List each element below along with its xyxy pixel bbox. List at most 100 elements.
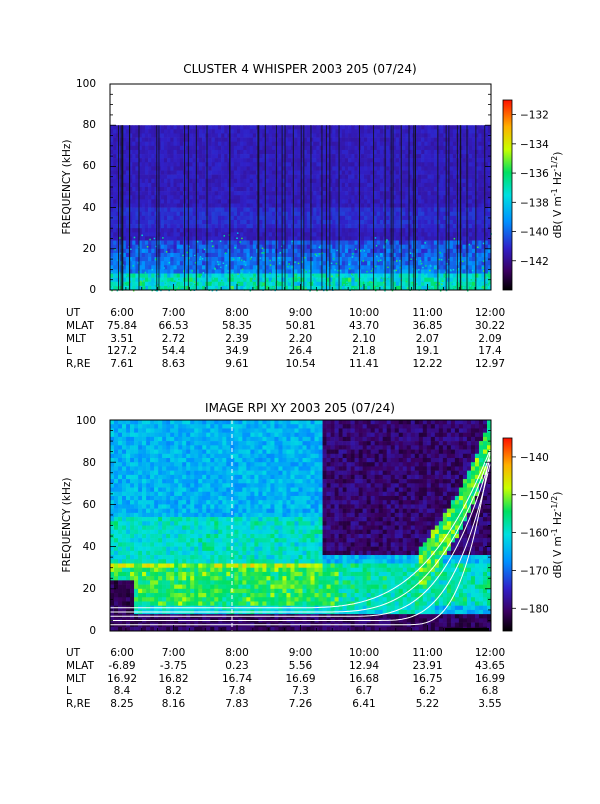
spectrogram-cell: [452, 285, 457, 291]
spectrogram-speckle: [157, 273, 159, 275]
spectrogram-cell: [322, 219, 327, 225]
spectrogram-cell: [224, 129, 228, 134]
spectrogram-cell: [300, 285, 304, 291]
spectrogram-cell: [446, 273, 451, 278]
spectrogram-speckle: [169, 281, 172, 283]
spectrogram-speckle: [434, 265, 436, 268]
spectrogram-cell: [421, 174, 425, 180]
spectrogram-cell: [278, 199, 282, 204]
spectrogram-cell: [433, 125, 438, 130]
spectrogram-cell: [170, 182, 174, 188]
spectrogram-cell: [249, 219, 254, 225]
spectrogram-cell: [221, 145, 225, 151]
spectrogram-cell: [329, 166, 333, 171]
spectrogram-cell: [281, 199, 285, 204]
spectrogram-speckle: [425, 265, 427, 267]
spectrogram-cell: [294, 145, 298, 151]
spectrogram-cell: [471, 182, 476, 188]
spectrogram-cell: [230, 244, 235, 250]
spectrogram-cell: [243, 219, 247, 225]
spectrogram-cell: [433, 232, 438, 237]
spectrogram-cell: [325, 182, 330, 188]
spectrogram-cell: [202, 207, 206, 213]
panel-whisper: CLUSTER 4 WHISPER 2003 205 (07/24) 0 20 …: [61, 62, 564, 370]
spectrogram-cell: [338, 166, 343, 171]
spectrogram-cell: [487, 265, 492, 270]
spectrogram-cell: [344, 224, 349, 229]
spectrogram-cell: [176, 162, 181, 167]
spectrogram-cell: [176, 187, 181, 192]
spectrogram-cell: [471, 215, 476, 221]
spectrogram-speckle: [243, 260, 245, 263]
spectrogram-cell: [173, 158, 177, 163]
spectrogram-cell: [224, 166, 228, 171]
spectrogram-cell: [354, 240, 358, 245]
spectrogram-cell: [475, 224, 479, 229]
spectrogram-cell: [176, 244, 181, 250]
spectrogram-cell: [310, 137, 314, 142]
spectrogram-cell: [221, 191, 225, 196]
spectrogram-cell: [478, 273, 482, 278]
spectrogram-cell: [325, 240, 330, 245]
spectrogram-cell: [341, 162, 346, 167]
spectrogram-cell: [170, 244, 174, 250]
spectrogram-cell: [132, 154, 136, 159]
spectrogram-cell: [160, 207, 165, 213]
spectrogram-cell: [243, 170, 247, 175]
spectrogram-cell: [386, 285, 390, 291]
spectrogram-cell: [259, 195, 263, 200]
spectrogram-cell: [252, 265, 257, 270]
spectrogram-cell: [268, 129, 273, 134]
spectrogram-cell: [354, 199, 358, 204]
spectrogram-cell: [487, 248, 492, 254]
spectrogram-cell: [313, 232, 317, 237]
spectrogram-cell: [468, 236, 473, 241]
spectrogram-cell: [481, 174, 485, 180]
spectrogram-cell: [138, 265, 143, 270]
spectrogram-cell: [271, 191, 276, 196]
spectrogram-cell: [319, 269, 324, 274]
spectrogram-cell: [163, 248, 168, 254]
spectrogram-cell: [462, 265, 466, 270]
spectrogram-cell: [135, 203, 139, 208]
spectrogram-cell: [113, 211, 117, 217]
spectrogram-cell: [478, 187, 482, 192]
spectrogram-cell: [192, 187, 197, 192]
spectrogram-cell: [427, 137, 431, 142]
spectrogram-cell: [335, 252, 339, 258]
spectrogram-cell: [360, 178, 365, 184]
spectrogram-speckle: [111, 271, 113, 273]
spectrogram-cell: [414, 125, 419, 130]
spectrogram-cell: [310, 228, 314, 233]
spectrogram-cell: [433, 203, 438, 208]
spectrogram-cell: [195, 158, 200, 163]
spectrogram-speckle: [482, 285, 484, 288]
spectrogram-cell: [144, 285, 149, 291]
spectrogram-cell: [300, 191, 304, 196]
spectrogram-cell: [170, 170, 174, 175]
spectrogram-cell: [132, 174, 136, 180]
spectrogram-cell: [179, 265, 184, 270]
spectrogram-cell: [354, 215, 358, 221]
spectrogram-cell: [167, 170, 171, 175]
spectrogram-cell: [335, 158, 339, 163]
spectrogram-cell: [354, 133, 358, 138]
spectrogram-cell: [462, 207, 466, 213]
spectrogram-cell: [170, 273, 174, 278]
spectrogram-cell: [122, 281, 127, 287]
spectrogram-cell: [252, 137, 257, 142]
spectrogram-cell: [437, 244, 441, 250]
spectrogram-cell: [262, 207, 266, 213]
spectrogram-cell: [325, 129, 330, 134]
spectrogram-cell: [132, 215, 136, 221]
spectrogram-cell: [313, 257, 317, 262]
spectrogram-cell: [122, 277, 127, 283]
spectrogram-cell: [370, 265, 374, 270]
spectrogram-cell: [129, 252, 133, 258]
spectrogram-cell: [233, 199, 238, 204]
spectrogram-cell: [297, 199, 301, 204]
spectrogram-cell: [341, 166, 346, 171]
spectrogram-cell: [198, 158, 203, 163]
spectrogram-cell: [173, 232, 177, 237]
spectrogram-cell: [414, 265, 419, 270]
